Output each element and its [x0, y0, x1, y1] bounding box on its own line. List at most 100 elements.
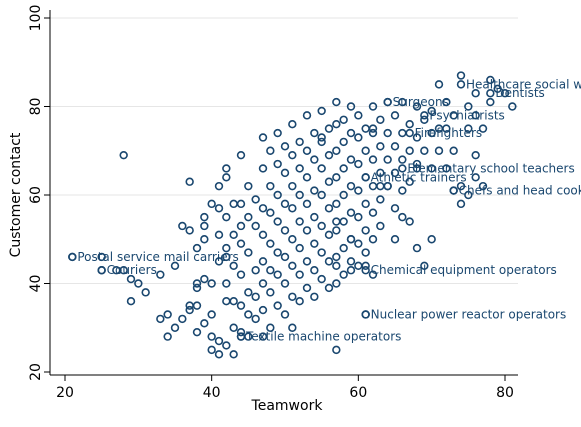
scatter-point — [236, 239, 246, 248]
scatter-point — [427, 235, 436, 244]
scatter-point — [222, 164, 231, 173]
scatter-point — [412, 243, 422, 253]
scatter-point — [258, 164, 268, 173]
scatter-point — [398, 128, 407, 138]
scatter-point — [478, 124, 488, 133]
point-label: Dentists — [495, 86, 544, 100]
scatter-point — [449, 146, 458, 155]
scatter-point — [214, 336, 224, 346]
ticks: 20 40 60 80 100 20 40 60 80 — [28, 5, 514, 401]
scatter-point — [346, 181, 356, 191]
scatter-point — [266, 181, 275, 191]
scatter-point — [200, 235, 209, 244]
scatter-point — [339, 243, 348, 253]
scatter-point — [361, 248, 370, 257]
scatter-point — [222, 173, 231, 182]
scatter-point — [207, 345, 216, 355]
x-tick-label: 80 — [496, 385, 514, 401]
scatter-point — [412, 159, 422, 169]
scatter-point — [376, 221, 385, 231]
scatter-point — [251, 292, 260, 301]
x-axis-title: Teamwork — [251, 398, 324, 414]
labeled-point-marker — [383, 97, 392, 107]
scatter-point — [464, 102, 473, 111]
scatter-point — [390, 235, 400, 244]
scatter-point — [332, 252, 341, 262]
scatter-point — [178, 221, 187, 231]
scatter-point — [244, 310, 253, 319]
scatter-point — [192, 283, 202, 293]
point-labels: Healthcare social workersDentists Surgeon… — [68, 77, 581, 344]
scatter-point — [317, 248, 326, 257]
scatter-point — [332, 199, 341, 209]
scatter-point — [288, 181, 297, 191]
scatter-point — [119, 266, 128, 275]
scatter-point — [163, 310, 172, 319]
scatter-point — [302, 146, 312, 155]
point-label: Athletic trainers — [371, 170, 467, 184]
scatter-point — [244, 212, 253, 222]
scatter-point — [222, 279, 231, 288]
scatter-point — [390, 168, 400, 178]
scatter-point — [324, 283, 334, 293]
scatter-point — [376, 168, 385, 178]
scatter-point — [354, 212, 363, 222]
scatter-point — [200, 212, 209, 222]
scatter-point — [295, 164, 304, 173]
scatter-point — [97, 252, 106, 262]
scatter-point — [376, 142, 385, 151]
scatter-point — [427, 128, 436, 138]
labeled-point-marker — [398, 164, 407, 173]
point-label: Psychiatrists — [429, 108, 504, 122]
scatter-point — [258, 133, 268, 142]
scatter-point — [339, 115, 348, 124]
scatter-point — [302, 283, 312, 293]
scatter-point — [442, 124, 451, 133]
scatter-point — [310, 128, 319, 138]
scatter-point — [412, 164, 422, 173]
scatter-point — [354, 133, 363, 142]
scatter-point — [302, 111, 312, 120]
point-label: Firefighters — [415, 126, 482, 140]
point-label: Chemical equipment operators — [371, 263, 557, 277]
scatter-point — [420, 146, 429, 155]
scatter-point — [317, 274, 326, 284]
scatter-point — [207, 279, 216, 288]
scatter-point — [280, 199, 290, 209]
scatter-point — [295, 297, 304, 306]
scatter-point — [273, 248, 282, 257]
scatter-point — [251, 221, 260, 231]
scatter-point — [302, 257, 312, 266]
labeled-point-marker — [68, 252, 77, 262]
scatter-point — [280, 226, 290, 235]
scatter-point — [486, 75, 495, 85]
scatter-point — [339, 270, 348, 279]
scatter-point — [346, 155, 356, 164]
scatter-point — [390, 111, 400, 120]
point-label: Textile machine operators — [245, 330, 401, 344]
scatter-point — [368, 208, 378, 217]
scatter-point — [361, 199, 370, 209]
scatter-point — [258, 305, 268, 315]
scatter-point — [376, 115, 385, 124]
scatter-point — [383, 155, 392, 164]
scatter-point — [273, 217, 282, 226]
scatter-point — [464, 124, 473, 133]
scatter-point — [376, 195, 385, 204]
scatter-point — [317, 164, 326, 173]
scatter-point — [361, 261, 370, 270]
scatter-point — [236, 150, 246, 160]
y-axis-title: Customer contact — [8, 132, 24, 257]
scatter-point — [332, 345, 341, 355]
scatter-point — [310, 266, 319, 275]
scatter-point — [295, 243, 304, 253]
scatter-point — [339, 164, 348, 173]
labeled-point-marker — [361, 310, 370, 319]
scatter-point — [420, 115, 429, 124]
scatter-point — [332, 119, 341, 129]
scatter-point — [207, 332, 216, 341]
scatter-point — [317, 106, 326, 116]
scatter-point — [471, 89, 480, 98]
scatter-point — [464, 190, 473, 200]
